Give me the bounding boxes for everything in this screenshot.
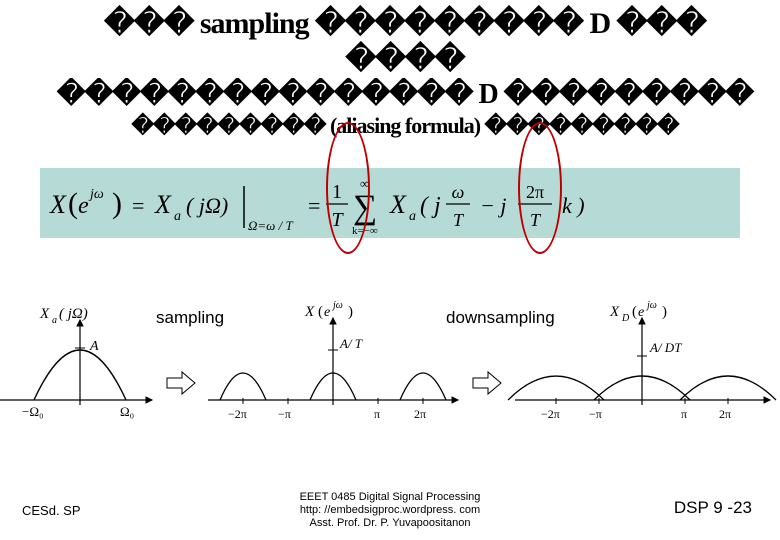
figure-b: X ( e jω ) A/ T −2π −π π 2π: [208, 300, 458, 421]
svg-text:): ): [348, 304, 353, 320]
figA-tick-r: Ω₀: [120, 404, 134, 419]
figC-t1: −π: [589, 407, 602, 421]
formula-frac1-den: T: [453, 210, 465, 230]
figC-peak: A/ DT: [649, 340, 682, 355]
svg-text:(: (: [318, 304, 323, 320]
formula-lhs-exp: jω: [88, 187, 104, 202]
footer-center-3: Asst. Prof. Dr. P. Yuvapoositanon: [309, 517, 470, 529]
figC-t0: −2π: [541, 407, 560, 421]
figA-peak: A: [89, 339, 99, 354]
formula-eq1: =: [132, 193, 144, 218]
svg-text:e: e: [638, 305, 644, 320]
footer-center: EEET 0485 Digital Signal Processing http…: [0, 491, 780, 530]
title-line-4: ��������� (aliasing formula) ���������: [40, 112, 770, 140]
title-line-2: ����: [40, 42, 770, 78]
svg-text:): ): [662, 304, 667, 320]
figC-t3: 2π: [719, 407, 731, 421]
footer-center-1: EEET 0485 Digital Signal Processing: [300, 491, 481, 503]
annotation-ellipse-1: [326, 122, 370, 254]
figC-t2: π: [681, 407, 687, 421]
formula-lhs-e: e: [78, 193, 89, 219]
figure-a: X a ( jΩ) A −Ω₀ Ω₀: [0, 306, 152, 419]
formula-lhs-X: X: [49, 190, 67, 219]
svg-text:D: D: [621, 313, 630, 324]
formula-Xa-arg: ( jΩ): [186, 193, 228, 218]
slide-title: ��� sampling ��������� D ��� ���� ������…: [40, 6, 770, 140]
formula-restrict: Ω=ω / T: [248, 218, 293, 233]
svg-text:jω: jω: [331, 300, 343, 311]
svg-text:X: X: [609, 304, 620, 320]
svg-text:): ): [112, 187, 122, 220]
formula-minus: − j: [480, 193, 506, 218]
figA-tick-l: −Ω₀: [22, 404, 44, 419]
aliasing-formula: X ( e jω ) = X a ( jΩ) Ω=ω / T = 1 T ∞ ∑…: [40, 168, 740, 238]
label-sampling: sampling: [156, 308, 224, 328]
formula-eq2: =: [308, 193, 320, 218]
title-line-3: ��������������� D ���������: [40, 78, 770, 112]
footer-right: DSP 9 -23: [674, 498, 752, 518]
figB-t3: 2π: [414, 407, 426, 421]
figB-t0: −2π: [228, 407, 247, 421]
figB-t1: −π: [278, 407, 291, 421]
footer-center-2: http: //embedsigproc.wordpress. com: [300, 504, 480, 516]
formula-Xa: X: [154, 190, 172, 219]
figB-t2: π: [374, 407, 380, 421]
label-downsampling: downsampling: [446, 308, 555, 328]
figB-peak: A/ T: [339, 336, 363, 351]
formula-inner-open: ( j: [420, 193, 441, 219]
svg-text:e: e: [324, 305, 330, 320]
svg-text:(: (: [632, 304, 637, 320]
svg-text:a: a: [52, 315, 57, 326]
title-line-1: ��� sampling ��������� D ���: [40, 6, 770, 42]
svg-text:X: X: [39, 306, 50, 322]
block-arrow-1: [166, 370, 196, 396]
svg-text:( jΩ): ( jΩ): [59, 306, 88, 322]
formula-sum-Xa: X: [389, 190, 407, 219]
svg-text:X: X: [304, 304, 315, 320]
formula-k: k ): [562, 193, 585, 218]
svg-text:jω: jω: [645, 300, 657, 311]
formula-Xa-sub: a: [174, 209, 181, 224]
svg-text:(: (: [68, 187, 78, 220]
block-arrow-2: [472, 370, 502, 396]
formula-sum-Xa-sub: a: [409, 209, 416, 224]
formula-frac1-num: ω: [452, 182, 465, 202]
annotation-ellipse-2: [518, 122, 562, 254]
